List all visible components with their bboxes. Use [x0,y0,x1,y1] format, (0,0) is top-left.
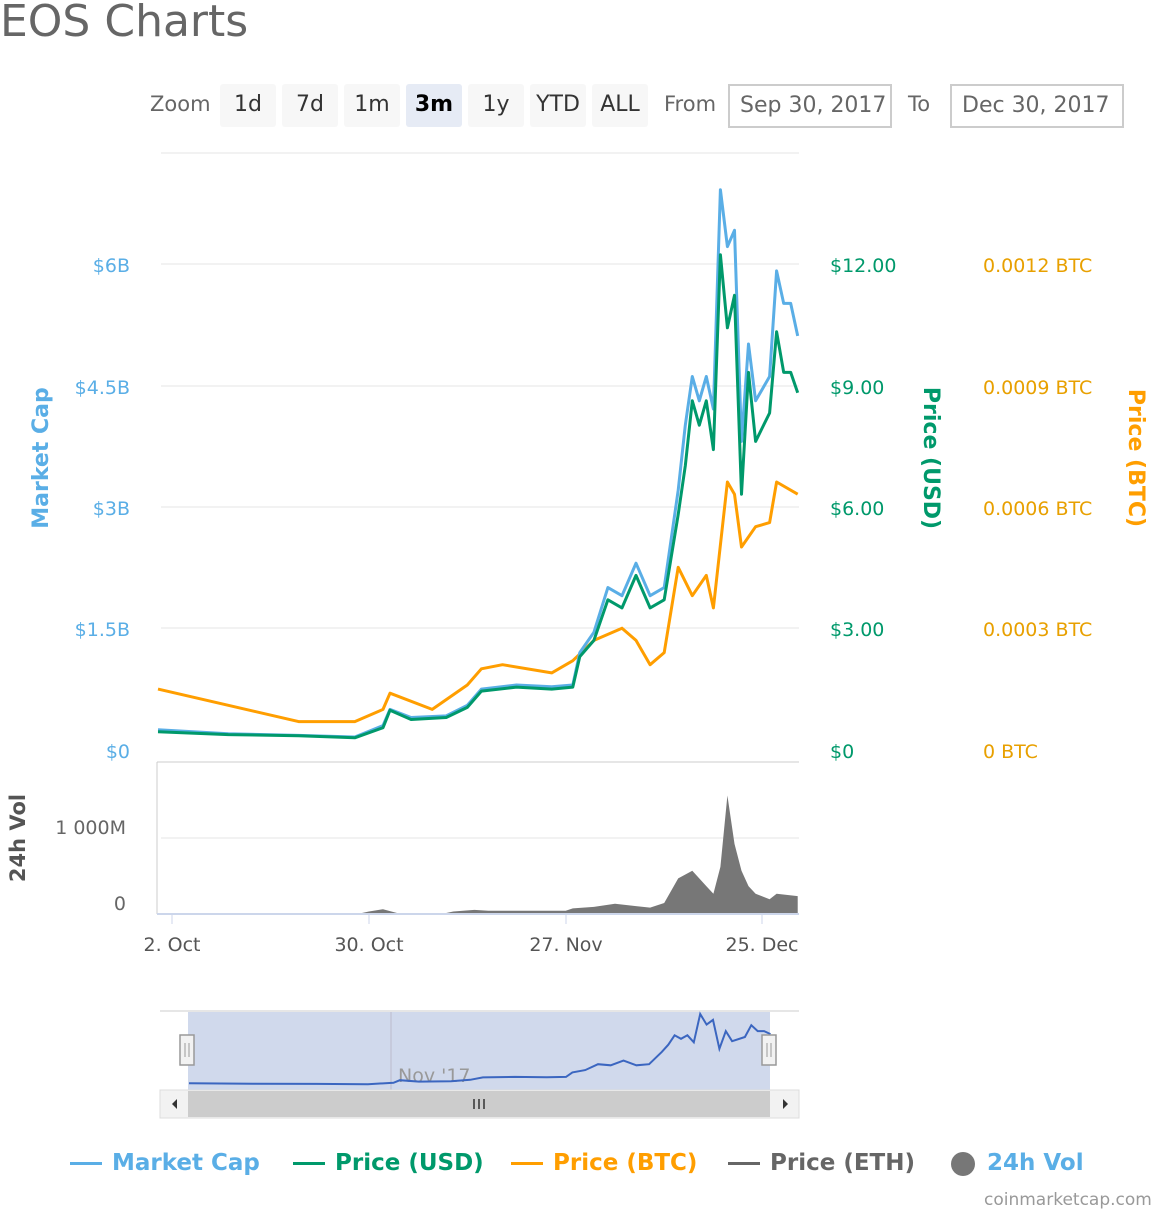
price-usd-tick: $3.00 [830,619,884,641]
legend-price-eth[interactable]: Price (ETH) [728,1150,915,1176]
volume-tick: 1 000M [55,817,126,839]
grip-icon [184,1043,190,1057]
x-tick-label: 27. Nov [529,934,602,956]
from-date-input[interactable]: Sep 30, 2017 [728,84,892,128]
navigator-left-handle[interactable] [179,1034,195,1066]
market-cap-tick: $3B [93,498,130,520]
credit-link[interactable]: coinmarketcap.com [984,1190,1152,1210]
legend-price-eth-symbol [728,1162,760,1165]
market-cap-tick: $6B [93,255,130,277]
x-tick-label: 2. Oct [143,934,200,956]
page-title: EOS Charts [0,0,249,47]
x-tick-label: 30. Oct [334,934,403,956]
legend-market-cap-label: Market Cap [112,1150,260,1176]
navigator-right-handle[interactable] [761,1034,777,1066]
legend-market-cap[interactable]: Market Cap [70,1150,260,1176]
zoom-label: Zoom [150,92,211,116]
scroll-right-arrow-icon[interactable] [783,1099,788,1109]
legend-24h-vol-symbol [951,1151,975,1176]
zoom-1y-button[interactable]: 1y [468,84,524,127]
zoom-3m-button[interactable]: 3m [406,84,462,127]
navigator-series-line [188,1011,771,1086]
market-cap-line [157,188,800,739]
scrollbar-grip-icon [473,1099,485,1109]
grip-icon [766,1043,772,1057]
legend-price-btc-label: Price (BTC) [553,1150,698,1176]
navigator-tick-label: Nov '17 [398,1065,471,1087]
volume-axis-label: 24h Vol [6,794,30,882]
zoom-1m-button[interactable]: 1m [344,84,400,127]
price-btc-tick: 0.0006 BTC [983,498,1092,520]
to-date-input[interactable]: Dec 30, 2017 [950,84,1124,128]
navigator-selection [188,1012,770,1090]
market-cap-tick: $4.5B [75,377,130,399]
legend-price-eth-label: Price (ETH) [770,1150,915,1176]
price-usd-tick: $6.00 [830,498,884,520]
price-btc-tick: 0.0003 BTC [983,619,1092,641]
from-label: From [664,92,717,116]
price-btc-axis-label: Price (BTC) [1123,389,1148,527]
price-usd-tick: $9.00 [830,377,884,399]
scroll-left-arrow-icon[interactable] [172,1099,177,1109]
price-usd-line [157,253,800,740]
market-cap-axis-label: Market Cap [29,387,54,528]
legend-price-usd-symbol [293,1162,325,1165]
legend-price-usd-label: Price (USD) [335,1150,484,1176]
volume-area [158,795,798,913]
zoom-1d-button[interactable]: 1d [220,84,276,127]
legend-market-cap-symbol [70,1162,102,1165]
legend-price-btc[interactable]: Price (BTC) [511,1150,697,1176]
volume-tick: 0 [114,893,126,915]
legend-price-usd[interactable]: Price (USD) [293,1150,484,1176]
price-usd-tick: $0 [830,741,854,763]
price-usd-tick: $12.00 [830,255,896,277]
price-btc-tick: 0.0009 BTC [983,377,1092,399]
market-cap-tick: $1.5B [75,619,130,641]
legend-price-btc-symbol [511,1162,543,1165]
x-tick-label: 25. Dec [725,934,798,956]
zoom-7d-button[interactable]: 7d [282,84,338,127]
price-btc-tick: 0.0012 BTC [983,255,1092,277]
to-label: To [908,92,931,116]
price-btc-line [157,480,799,724]
legend-24h-vol-label: 24h Vol [987,1150,1084,1176]
legend-24h-vol[interactable]: 24h Vol [951,1150,1084,1176]
price-usd-axis-label: Price (USD) [918,387,943,529]
zoom-ytd-button[interactable]: YTD [530,84,586,127]
zoom-all-button[interactable]: ALL [592,84,648,127]
market-cap-tick: $0 [106,741,130,763]
price-btc-tick: 0 BTC [983,741,1038,763]
